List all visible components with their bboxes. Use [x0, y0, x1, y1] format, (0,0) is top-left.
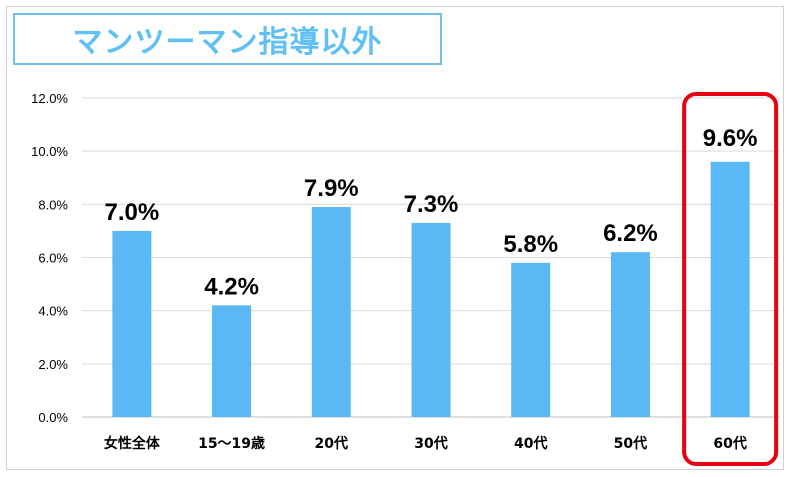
category-label: 20代	[315, 435, 348, 452]
category-label: 女性全体	[104, 435, 161, 452]
chart-frame	[6, 6, 784, 470]
chart-title: マンツーマン指導以外	[72, 25, 383, 60]
y-tick-label: 0.0%	[38, 410, 68, 425]
data-label: 7.0%	[105, 199, 160, 226]
y-tick-label: 8.0%	[38, 197, 68, 212]
highlight	[682, 92, 779, 466]
data-label: 9.6%	[703, 125, 758, 152]
y-tick-label: 10.0%	[31, 144, 68, 159]
category-label: 50代	[614, 435, 647, 452]
data-label: 5.8%	[503, 231, 558, 258]
bar	[411, 222, 451, 417]
bar	[710, 161, 750, 417]
bar	[610, 252, 650, 417]
y-tick-label: 2.0%	[38, 357, 68, 372]
bar	[511, 262, 551, 417]
bar	[112, 230, 152, 417]
data-label: 7.9%	[304, 175, 359, 202]
category-label: 60代	[713, 435, 746, 452]
bar	[212, 305, 252, 417]
bar	[311, 206, 351, 417]
y-tick-label: 12.0%	[31, 91, 68, 106]
category-label: 40代	[514, 435, 547, 452]
data-label: 6.2%	[603, 220, 658, 247]
data-label: 4.2%	[204, 273, 259, 300]
data-label: 7.3%	[404, 191, 459, 218]
y-tick-label: 4.0%	[38, 304, 68, 319]
bars	[112, 161, 750, 417]
data-labels: 7.0% 4.2% 7.9% 7.3% 5.8% 6.2% 9.6%	[105, 125, 758, 301]
title-box: マンツーマン指導以外	[13, 13, 442, 65]
y-axis-ticks: 0.0% 2.0% 4.0% 6.0% 8.0% 10.0% 12.0%	[31, 91, 68, 425]
highlight-box	[682, 92, 779, 466]
category-label: 15～19歳	[198, 435, 265, 452]
category-label: 30代	[414, 435, 447, 452]
y-tick-label: 6.0%	[38, 251, 68, 266]
x-axis-categories: 女性全体 15～19歳 20代 30代 40代 50代 60代	[104, 435, 747, 452]
